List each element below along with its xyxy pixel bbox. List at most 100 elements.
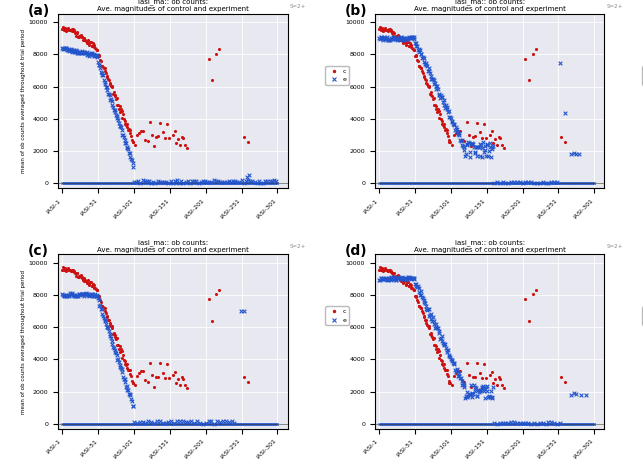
Point [550,179,560,187]
Point [456,138,466,145]
Point [58,23,68,31]
Point [512,179,522,187]
Point [177,420,188,428]
Point [434,114,444,122]
Point [94,179,104,187]
Point [208,420,219,428]
Point [110,333,120,340]
Point [97,69,107,77]
Point [583,420,593,428]
Point [194,179,204,187]
Point [420,76,430,83]
Point [376,267,386,274]
Point [60,27,71,34]
Point [529,179,539,187]
Point [151,179,161,187]
Point [550,420,560,428]
Point [252,420,262,428]
Point [386,420,397,428]
Point [80,420,90,428]
Point [440,101,451,109]
Point [117,420,127,428]
Point [140,179,150,187]
Point [556,179,566,187]
Point [495,179,505,187]
Point [63,292,73,299]
Point [93,179,103,187]
Point [271,179,282,187]
Point [459,179,469,187]
Point [419,179,429,187]
Point [494,420,504,428]
Point [547,420,557,428]
Point [183,179,194,187]
Point [127,160,138,167]
Point [96,68,106,75]
Point [374,179,385,187]
Point [408,179,419,187]
Point [125,420,135,428]
Point [403,278,413,286]
Point [123,390,134,398]
Point [531,46,541,53]
Point [401,40,411,47]
Point [255,179,265,187]
Point [69,27,80,34]
Point [466,420,476,428]
Point [498,420,508,428]
Point [189,420,199,428]
Point [388,274,399,281]
Point [132,419,142,426]
Point [498,179,508,187]
Point [577,420,587,428]
Point [406,276,416,283]
Point [98,314,109,321]
Point [429,320,439,328]
Point [403,179,413,187]
Point [119,133,129,140]
Point [68,179,78,187]
Point [125,390,135,398]
Point [191,420,201,428]
Point [381,26,391,33]
Point [469,420,480,428]
Point [95,420,105,428]
Point [60,179,70,187]
Point [137,179,147,187]
Point [409,286,419,293]
Point [161,178,172,186]
Point [116,179,127,187]
Point [443,372,453,380]
Point [457,179,467,187]
Point [168,179,178,187]
Point [385,179,395,187]
Point [253,179,264,187]
Point [112,351,122,359]
Title: iasi_ma:: ob counts:
Ave. magnitudes of control and experiment: iasi_ma:: ob counts: Ave. magnitudes of … [413,0,566,12]
Point [73,420,84,428]
Point [453,420,463,428]
Point [552,420,562,427]
Point [408,33,419,41]
Point [265,179,275,187]
Point [415,420,425,428]
Point [107,323,117,330]
Point [107,97,117,105]
Point [89,179,100,187]
Point [485,420,496,428]
Point [451,370,461,377]
Point [250,179,260,187]
Point [564,420,574,428]
Point [431,105,441,113]
Point [90,290,100,298]
Point [107,179,118,187]
Point [122,420,132,428]
Point [230,420,240,428]
Point [439,96,449,104]
Point [574,420,584,428]
Point [168,420,178,428]
Point [73,33,84,41]
Point [78,290,88,298]
Point [476,383,487,390]
Point [589,179,599,187]
